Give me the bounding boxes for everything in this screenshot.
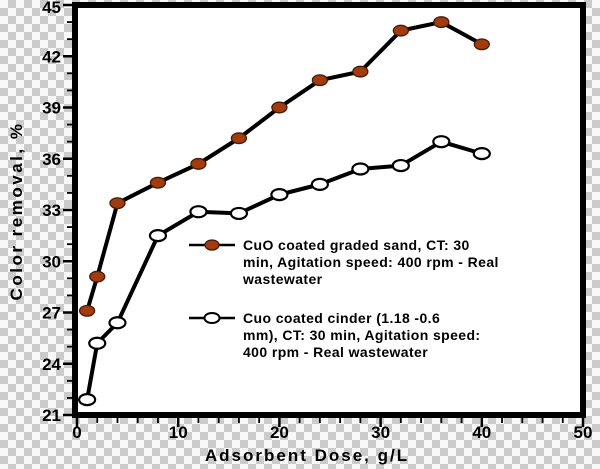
- data-point-marker: [189, 205, 208, 219]
- y-tick-label: 36: [42, 150, 61, 169]
- data-point-marker: [271, 101, 288, 114]
- data-point-marker: [148, 229, 168, 243]
- y-tick-label: 33: [42, 201, 61, 220]
- legend-label-graded-sand: CuO coated graded sand, CT: 30 min, Agit…: [243, 237, 499, 288]
- x-tick-label: 20: [270, 423, 289, 442]
- x-tick-label: 50: [574, 423, 593, 442]
- y-tick-label: 30: [42, 252, 61, 271]
- data-point-marker: [270, 188, 289, 202]
- legend-line: Cuo coated cinder (1.18 -0.6: [243, 310, 441, 326]
- data-point-marker: [229, 206, 249, 221]
- data-point-marker: [78, 304, 96, 317]
- legend-line: min, Agitation speed: 400 rpm - Real: [243, 254, 499, 270]
- data-point-marker: [432, 135, 451, 149]
- y-tick-label: 45: [42, 0, 61, 17]
- y-tick-label: 21: [42, 406, 61, 425]
- data-point-marker: [109, 197, 126, 210]
- data-point-marker: [108, 316, 127, 330]
- series-cuo-coated-graded-sand: [78, 16, 490, 317]
- filled-circle-legend-marker-icon: [189, 239, 235, 251]
- legend-line: wastewater: [243, 271, 323, 287]
- data-point-marker: [472, 147, 491, 161]
- legend-line: CuO coated graded sand, CT: 30: [243, 237, 470, 253]
- data-point-marker: [89, 270, 106, 283]
- data-point-marker: [310, 177, 329, 191]
- plot-frame: [72, 2, 586, 418]
- x-axis: 0 10 20 30 40 50: [72, 418, 592, 442]
- legend-item-cinder: Cuo coated cinder (1.18 -0.6 mm), CT: 30…: [188, 310, 480, 361]
- legend-item-graded-sand: CuO coated graded sand, CT: 30 min, Agit…: [188, 237, 499, 288]
- y-axis: 21 24 27 30 33 36 39 42 45: [42, 0, 72, 425]
- data-point-marker: [311, 74, 329, 87]
- data-point-marker: [78, 393, 97, 407]
- y-axis-title: Color removal, %: [7, 121, 26, 301]
- y-tick-label: 24: [42, 355, 61, 374]
- data-point-marker: [433, 16, 450, 29]
- data-point-marker: [392, 24, 409, 37]
- legend-label-cinder: Cuo coated cinder (1.18 -0.6 mm), CT: 30…: [243, 310, 480, 361]
- legend-line: mm), CT: 30 min, Agitation speed:: [243, 327, 481, 343]
- x-tick-label: 10: [169, 423, 188, 442]
- data-point-marker: [391, 158, 410, 173]
- data-point-marker: [352, 65, 369, 78]
- x-axis-title: Adsorbent Dose, g/L: [204, 446, 410, 465]
- data-point-marker: [190, 157, 207, 170]
- y-tick-label: 27: [42, 304, 61, 323]
- data-point-marker: [351, 162, 370, 176]
- data-point-marker: [149, 176, 167, 189]
- y-tick-label: 42: [42, 47, 61, 66]
- data-point-marker: [88, 336, 107, 350]
- x-tick-label: 40: [472, 423, 491, 442]
- data-point-marker: [230, 132, 248, 145]
- legend-line: 400 rpm - Real wastewater: [243, 344, 429, 360]
- y-tick-label: 39: [42, 99, 61, 118]
- series-cuo-coated-cinder: [78, 135, 491, 407]
- x-tick-label: 0: [72, 423, 81, 442]
- data-point-marker: [473, 38, 490, 51]
- x-tick-label: 30: [371, 423, 390, 442]
- open-circle-legend-marker-icon: [189, 312, 235, 324]
